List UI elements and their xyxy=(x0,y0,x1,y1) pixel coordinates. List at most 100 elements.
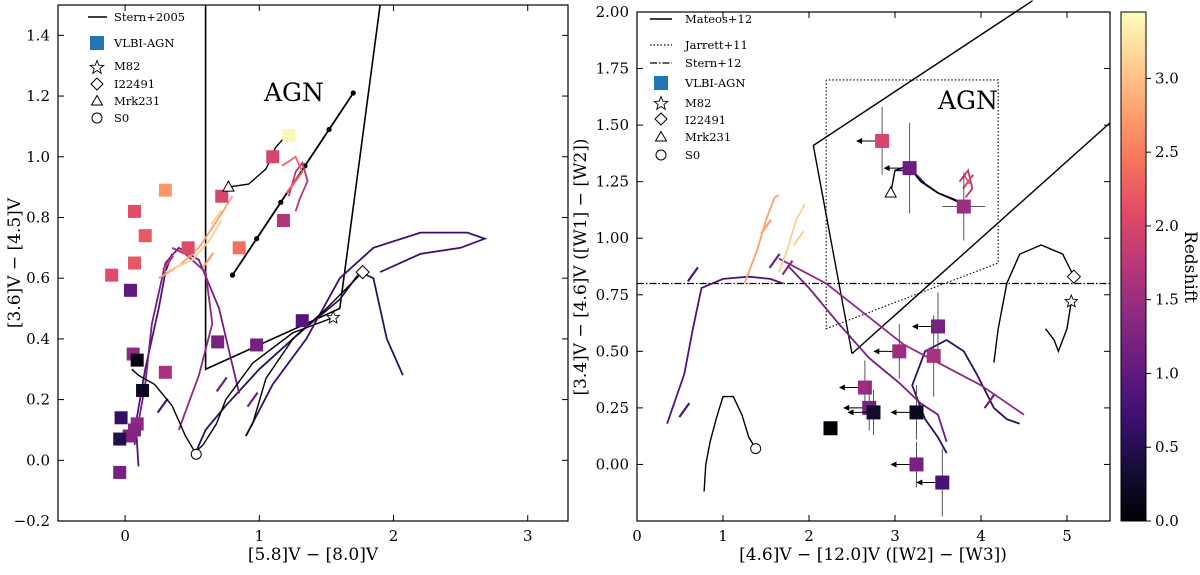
legend-label: Mrk231 xyxy=(685,130,731,144)
vlbi-agn-point xyxy=(211,335,225,349)
vlbi-agn-point xyxy=(123,283,137,297)
triangle-marker xyxy=(884,185,898,198)
diamond-marker xyxy=(1066,269,1082,284)
vlbi-agn-point xyxy=(926,348,941,363)
track-tick xyxy=(215,376,228,393)
star-marker xyxy=(88,59,106,75)
legend-label: M82 xyxy=(114,59,140,73)
y-tick-label: 0.25 xyxy=(596,399,629,417)
y-tick-label: 0.75 xyxy=(596,286,629,304)
vlbi-agn-point xyxy=(215,189,229,203)
vlbi-agn-point xyxy=(276,214,290,228)
vlbi-agn-point xyxy=(113,432,127,446)
legend-item-i22491: I22491 xyxy=(90,77,155,91)
powerlaw-point xyxy=(254,236,260,242)
track-tick xyxy=(768,253,781,269)
legend-label: I22491 xyxy=(685,113,726,127)
vlbi-agn-point xyxy=(158,183,172,197)
right-agn-label: AGN xyxy=(937,86,998,115)
vlbi-agn-point xyxy=(875,133,890,148)
redshift-track xyxy=(786,264,948,443)
track-tick xyxy=(678,402,691,418)
right-axes-frame xyxy=(636,11,1111,522)
x-tick-label: 4 xyxy=(976,527,986,545)
legend-label: Mrk231 xyxy=(114,94,160,108)
jarrett11-box xyxy=(825,79,999,330)
powerlaw-point xyxy=(326,126,332,133)
legend-label: Mateos+12 xyxy=(685,12,752,26)
square-marker xyxy=(654,76,668,90)
colorbar-gradient xyxy=(1120,11,1147,522)
y-tick-label: 1.50 xyxy=(596,116,629,134)
arrow-head xyxy=(916,479,923,486)
vlbi-agn-point xyxy=(892,344,907,359)
arrow-head xyxy=(843,404,850,411)
legend-label: I22491 xyxy=(114,77,155,91)
legend-item-vlbi-agn: VLBI-AGN xyxy=(90,36,174,50)
vlbi-agn-point xyxy=(114,411,128,425)
star-marker xyxy=(325,309,341,324)
circle-marker xyxy=(190,448,202,460)
vlbi-agn-point xyxy=(909,457,924,472)
diamond-marker xyxy=(355,264,370,280)
redshift-track xyxy=(158,195,234,279)
redshift-track xyxy=(666,275,784,424)
vlbi-agn-point xyxy=(232,241,246,255)
vlbi-agn-point xyxy=(130,353,144,367)
vlbi-agn-point xyxy=(136,383,150,397)
triangle-marker xyxy=(654,130,668,142)
template-track-s0 xyxy=(703,395,757,492)
y-tick-label: 1.2 xyxy=(26,87,50,105)
track-tick xyxy=(760,219,772,235)
square-marker xyxy=(90,36,104,50)
legend-label: Jarrett+11 xyxy=(684,38,748,52)
template-track-mrk231 xyxy=(228,135,287,188)
x-tick-label: 3 xyxy=(523,527,533,545)
legend-item-m82: M82 xyxy=(652,95,711,111)
y-tick-label: −0.2 xyxy=(14,512,50,530)
legend-item-stern2005: Stern+2005 xyxy=(88,10,185,24)
right-x-axis-label: [4.6]V − [12.0]V ([W2] − [W3]) xyxy=(739,545,1007,565)
y-tick-label: 1.00 xyxy=(596,229,629,247)
track-tick xyxy=(289,173,302,189)
right-y-axis-label: [3.4]V − [4.6]V ([W1] − [W2]) xyxy=(571,138,591,395)
redshift-track xyxy=(245,231,488,437)
y-tick-label: 1.4 xyxy=(26,26,50,44)
template-track-m82 xyxy=(195,316,334,452)
track-tick xyxy=(781,259,794,276)
y-tick-label: 0.00 xyxy=(596,455,629,473)
colorbar: 0.0 0.5 1.0 1.5 2.0 2.5 3.0 Redshift xyxy=(1120,11,1200,530)
left-agn-label: AGN xyxy=(263,78,324,107)
right-plot-content xyxy=(637,0,1111,517)
arrow-head xyxy=(847,409,854,416)
legend-item-i22491: I22491 xyxy=(654,112,726,127)
colorbar-tick-label: 1.0 xyxy=(1155,364,1179,382)
x-tick-label: 0 xyxy=(120,527,130,545)
y-tick-label: 0.6 xyxy=(26,269,50,287)
template-track-s0 xyxy=(131,368,197,455)
vlbi-agn-point xyxy=(128,204,141,218)
legend-label: Stern+2005 xyxy=(114,10,185,24)
vlbi-agn-point xyxy=(931,319,945,334)
vlbi-agn-point xyxy=(158,365,172,379)
mateos12-lower xyxy=(851,122,1111,355)
right-legend: Mateos+12 Jarrett+11 Stern+12 VLBI-AGN M… xyxy=(650,12,752,162)
template-track-i22491 xyxy=(245,271,364,437)
redshift-track xyxy=(743,194,780,284)
legend-item-mrk231: Mrk231 xyxy=(90,94,160,108)
x-tick-label: 1 xyxy=(255,527,265,545)
diamond-marker xyxy=(90,77,104,91)
circle-marker xyxy=(750,443,762,455)
powerlaw-point xyxy=(229,272,236,278)
powerlaw-point xyxy=(278,199,284,205)
right-panel: 0 1 2 3 4 5 0.00 0.25 0.50 0.75 1.00 1.25 1.50 1.75 2.… xyxy=(571,0,1111,565)
y-tick-label: 1.25 xyxy=(596,173,629,191)
left-x-axis-label: [5.8]V − [8.0]V xyxy=(248,545,379,565)
legend-item-mrk231: Mrk231 xyxy=(654,130,731,144)
arrow-head xyxy=(890,461,897,468)
legend-label: M82 xyxy=(685,96,711,110)
y-tick-label: 0.0 xyxy=(26,451,50,469)
x-tick-label: 1 xyxy=(718,527,728,545)
track-tick xyxy=(162,255,174,271)
